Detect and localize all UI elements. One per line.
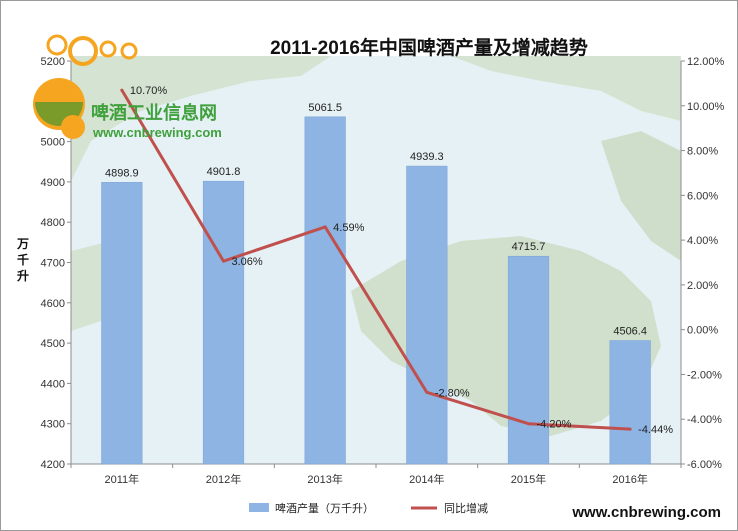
x-tick-label: 2014年 [409,472,444,486]
footer-watermark: www.cnbrewing.com [571,504,721,521]
legend: 啤酒产量（万千升） 同比增减 [249,501,488,515]
line-value-label: -4.44% [638,424,673,436]
y-tick-label: 4900 [41,177,65,189]
bar-value-label: 4898.9 [105,167,139,179]
y-tick-label: 4700 [41,258,65,270]
x-tick-label: 2011年 [105,472,140,486]
logo-ring-icon [68,36,98,66]
line-value-label: -4.20% [537,419,572,431]
y2-tick-label: 4.00% [687,235,718,247]
y2-tick-label: 2.00% [687,280,718,292]
line-point [222,259,225,263]
y-axis-label-char: 千 [17,252,29,267]
chart-title: 2011-2016年中国啤酒产量及增减趋势 [270,36,588,59]
map-land-island [601,131,681,261]
y-axis-label-char: 升 [17,268,29,283]
map-land-northeast [451,56,681,121]
y2-tick-label: -4.00% [687,414,722,426]
logo-url: www.cnbrewing.com [92,125,222,140]
y-tick-label: 4200 [41,459,65,471]
y-tick-label: 4400 [41,378,65,390]
line-value-label: 10.70% [130,85,168,97]
y-axis-label-char: 万 [16,237,29,251]
logo-ring-tiny-icon [99,40,117,58]
legend-line-label: 同比增减 [444,501,488,515]
bar-value-label: 4506.4 [613,326,647,338]
x-tick-label: 2016年 [612,472,647,486]
line-point [425,390,429,394]
bar-value-label: 5061.5 [308,102,342,114]
bar-value-label: 4901.8 [207,166,241,178]
y2-tick-label: 0.00% [687,325,718,337]
line-value-label: 4.59% [333,222,364,234]
logo-text: 啤酒工业信息网 [91,102,217,123]
y-tick-label: 4800 [41,217,65,229]
y-tick-label: 5200 [41,56,65,68]
y2-tick-label: 8.00% [687,146,718,158]
bar-value-label: 4715.7 [512,241,546,253]
trend-line [120,89,631,431]
line-point [323,225,327,229]
logo-ring-small-icon [46,34,68,56]
legend-bar-label: 啤酒产量（万千升） [275,501,374,515]
bar-value-label: 4939.3 [410,151,444,163]
logo-dot-icon [61,115,85,139]
line-point [527,422,530,426]
logo-ring-right-icon [120,42,138,60]
line-point [120,88,124,92]
trend-line-group [120,88,632,431]
map-land-north [71,56,331,181]
y2-tick-label: 6.00% [687,190,718,202]
watermark-logo: 啤酒工业信息网 www.cnbrewing.com [33,34,222,140]
data-labels: 4898.9 4901.8 5061.5 4939.3 4715.7 4506.4 10.7… [105,85,673,436]
x-tick-label: 2015年 [511,472,546,486]
bar [609,340,651,465]
bars [101,116,651,465]
y2-tick-label: -6.00% [687,459,722,471]
y2-tick-label: -2.00% [687,369,722,381]
line-value-label: -2.80% [435,387,470,399]
bar [101,182,143,465]
y-tick-label: 4500 [41,338,65,350]
bar [304,116,346,465]
x-tick-label: 2013年 [307,472,342,486]
y2-tick-label: 12.00% [687,56,725,68]
y-axis-label: 万千升 [16,237,29,283]
x-tick-label: 2012年 [206,472,241,486]
bar [202,180,245,465]
y-tick-label: 4300 [41,419,65,431]
y2-tick-label: 10.00% [687,101,725,113]
bar [406,165,448,465]
line-value-label: 3.06% [232,256,263,268]
legend-bar-swatch [249,503,269,512]
y-tick-label: 5000 [41,137,65,149]
line-point [628,427,632,431]
bar [507,255,550,465]
y-tick-label: 4600 [41,298,65,310]
